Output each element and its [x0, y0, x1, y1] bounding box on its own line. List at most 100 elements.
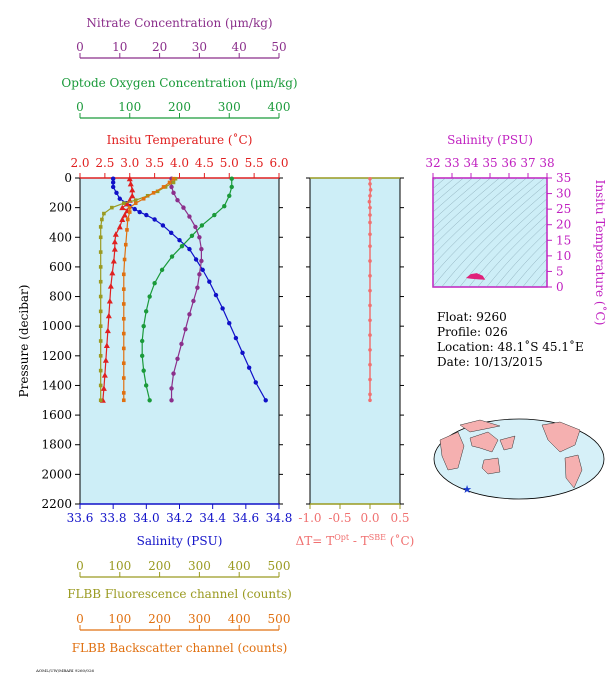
backscatter-data-point	[141, 196, 146, 201]
ts-density-contour	[441, 183, 547, 287]
salinity-data-point	[233, 335, 239, 341]
dt-data-point	[368, 333, 372, 337]
map-land-africa	[439, 431, 465, 471]
salinity-data-point	[169, 230, 174, 236]
dt-data-point	[368, 205, 372, 210]
dt-data-point	[368, 259, 372, 263]
ts-density-contour	[486, 222, 547, 287]
fluorescence-tick-label: 400	[228, 559, 251, 573]
salinity-tick-label: 34.6	[232, 511, 259, 525]
nitrate-tick-label: 50	[271, 40, 286, 54]
dt-data-point	[368, 274, 372, 278]
ts-density-contour	[450, 190, 547, 287]
salinity-tick-label: 34.4	[199, 511, 226, 525]
backscatter-tick-label: 100	[108, 612, 131, 626]
backscatter-data-point	[125, 228, 129, 232]
fluorescence-tick-label: 300	[188, 559, 211, 573]
ts-density-contour	[504, 239, 547, 287]
temperature-data-point	[116, 223, 123, 230]
oxygen-data-point	[139, 338, 145, 344]
y-tick-label: 1800	[41, 438, 72, 452]
plot-area	[79, 177, 280, 505]
temperature-data-point	[111, 246, 118, 252]
y-tick-label: 2000	[41, 467, 72, 481]
fluorescence-data-point	[98, 398, 103, 403]
ts-density-contour	[522, 258, 547, 287]
temperature-tick-label: 4.5	[195, 156, 214, 170]
y-tick-label: 1200	[41, 349, 72, 363]
backscatter-data-point	[127, 210, 132, 214]
ts-density-contour	[433, 178, 500, 238]
salinity-data-point	[207, 279, 212, 284]
salinity-tick-label: 34.8	[266, 511, 293, 525]
oxygen-data-point	[169, 254, 175, 259]
ts-y-tick-label: 15	[556, 233, 571, 247]
oxygen-tick-label: 0	[76, 100, 84, 114]
oxygen-tick-label: 200	[168, 100, 191, 114]
dt-data-point	[368, 377, 372, 382]
nitrate-data-point	[187, 312, 192, 317]
salinity-data-point	[227, 321, 232, 326]
nitrate-data-point	[175, 356, 180, 361]
dt-data-point	[368, 220, 372, 225]
fluorescence-data-point	[100, 217, 104, 222]
fluorescence-tick-label: 0	[76, 559, 84, 573]
footer-credit: AOML/UW/MBARI 9260/026	[35, 668, 95, 673]
ts-y-tick-label: 10	[556, 249, 571, 263]
temperature-data-point	[100, 385, 107, 391]
oxygen-data-point	[159, 267, 165, 273]
temperature-data-point	[111, 238, 118, 245]
backscatter-data-point	[167, 180, 172, 185]
nitrate-data-point	[171, 190, 176, 196]
salinity-data-point	[213, 292, 219, 298]
backscatter-data-point	[121, 398, 126, 403]
map-land-asia	[469, 431, 499, 453]
oxygen-data-point	[227, 193, 232, 198]
salinity-data-point	[152, 217, 157, 222]
backscatter-data-point	[121, 331, 126, 336]
dt-x-axis-label: ΔT= TOpt - TSBE (˚C)	[296, 533, 415, 548]
backscatter-data-point	[121, 361, 126, 366]
salinity-tick-label: 33.8	[100, 511, 127, 525]
fluorescence-data-point	[102, 211, 106, 216]
fluorescence-data-point	[98, 368, 103, 373]
oxygen-data-point	[152, 281, 157, 286]
salinity-data-point	[193, 257, 199, 262]
ts-density-contour	[433, 178, 509, 247]
temperature-tick-label: 5.5	[245, 156, 264, 170]
fluorescence-data-point	[98, 265, 103, 269]
fluorescence-data-point	[133, 198, 138, 203]
salinity-data-point	[144, 212, 149, 218]
ts-y-tick-label: 0	[556, 280, 564, 294]
ts-density-contour	[433, 178, 545, 287]
nitrate-tick-label: 40	[232, 40, 247, 54]
fluorescence-data-point	[163, 185, 168, 189]
fluorescence-data-point	[98, 324, 103, 328]
dt-data-point	[368, 392, 372, 397]
backscatter-data-point	[133, 201, 138, 205]
dt-data-point	[368, 232, 372, 237]
salinity-data-point	[137, 209, 142, 215]
temperature-data-point	[105, 312, 112, 319]
oxygen-data-point	[229, 176, 234, 181]
y-tick-label: 800	[49, 290, 72, 304]
salinity-data-point	[240, 350, 245, 356]
nitrate-data-point	[169, 184, 174, 190]
salinity-data-point	[160, 223, 166, 228]
dt-data-point	[368, 188, 373, 192]
y-tick-label: 400	[49, 230, 72, 244]
backscatter-series-line	[123, 178, 174, 401]
oxygen-data-point	[212, 212, 217, 218]
ts-plot-area	[432, 177, 548, 288]
ts-density-contour	[433, 178, 536, 276]
salinity-data-point	[132, 206, 137, 212]
backscatter-data-point	[121, 376, 126, 380]
nitrate-tick-label: 30	[192, 40, 207, 54]
salinity-data-point	[263, 398, 268, 403]
temperature-tick-label: 2.0	[70, 156, 89, 170]
ts-density-contour	[459, 198, 547, 287]
backscatter-data-point	[171, 176, 176, 181]
backscatter-tick-label: 200	[148, 612, 171, 626]
temperature-tick-label: 4.0	[170, 156, 189, 170]
